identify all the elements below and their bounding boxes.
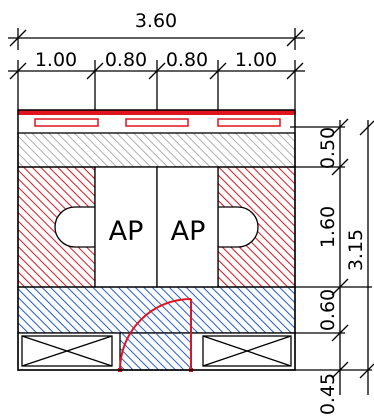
grey-hatched-band [17,132,296,168]
left-d-shape [54,206,96,248]
outer-frame [17,109,296,371]
blue-hatched-band [17,286,296,334]
overall-height-label: 3.15 [345,229,367,271]
overall-width-dimension: 3.60 [8,10,305,50]
bottom-row [17,332,296,371]
segment-height-label-4: 0.45 [317,373,339,415]
segment-height-label-3: 0.60 [317,289,339,331]
top-red-rail [18,110,295,127]
segment-height-label-1: 0.50 [317,127,339,169]
right-d-shape [217,206,259,248]
segment-width-dimension: 1.00 0.80 0.80 1.00 [8,49,305,115]
segment-height-label-2: 1.60 [317,206,339,248]
segment-width-label-1: 1.00 [35,49,77,71]
segment-width-label-4: 1.00 [235,49,277,71]
ap-panels: AP AP [94,166,219,288]
overall-width-label: 3.60 [135,10,177,32]
segment-width-label-3: 0.80 [166,49,208,71]
ap-right-label: AP [171,216,206,247]
ap-left-label: AP [109,216,144,247]
segment-width-label-2: 0.80 [105,49,147,71]
vertical-dimensions: 0.50 1.60 0.60 0.45 3.15 [290,118,374,415]
